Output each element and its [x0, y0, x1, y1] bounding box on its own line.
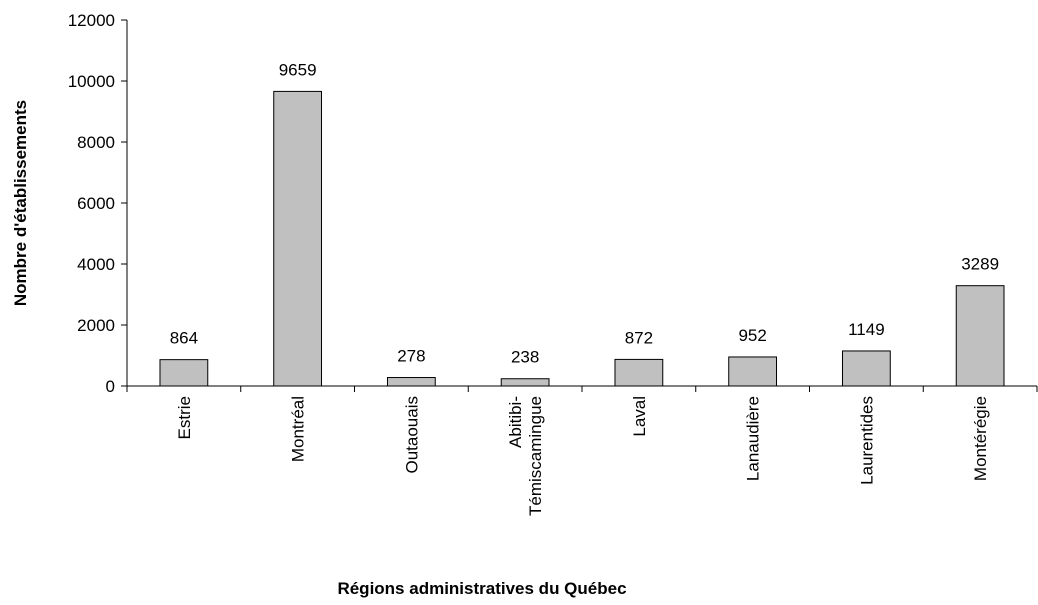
value-label: 9659	[279, 60, 317, 79]
value-label: 1149	[848, 320, 885, 339]
y-tick-label: 12000	[68, 11, 115, 30]
y-tick-label: 2000	[77, 316, 115, 335]
x-tick-label: Estrie	[175, 396, 194, 439]
y-tick-label: 8000	[77, 133, 115, 152]
bar	[273, 90, 323, 387]
y-tick-label: 10000	[68, 72, 115, 91]
bar	[614, 358, 664, 387]
value-label: 278	[397, 347, 425, 366]
x-tick-label: Abitibi-Témiscamingue	[506, 396, 545, 516]
bar	[386, 377, 436, 387]
bar	[500, 378, 550, 387]
y-tick-label: 4000	[77, 255, 115, 274]
bar	[955, 285, 1005, 387]
y-tick-label: 0	[106, 377, 115, 396]
x-tick-label: Montérégie	[971, 396, 990, 481]
y-tick-label: 6000	[77, 194, 115, 213]
x-tick-label: Outaouais	[402, 396, 421, 474]
x-tick-label: Lanaudière	[744, 396, 763, 481]
x-axis-label: Régions administratives du Québec	[337, 579, 626, 598]
x-tick-label: Laval	[630, 396, 649, 437]
x-tick-label: Laurentides	[857, 396, 876, 485]
value-label: 872	[625, 328, 653, 347]
value-label: 864	[170, 329, 198, 348]
bar	[728, 356, 778, 387]
bar	[159, 359, 209, 387]
bar	[841, 350, 891, 387]
value-label: 952	[738, 326, 766, 345]
x-tick-label: Montréal	[289, 396, 308, 462]
x-tick-label-line: Abitibi-	[506, 396, 525, 448]
value-label: 238	[511, 348, 539, 367]
value-label: 3289	[961, 255, 999, 274]
y-axis-label: Nombre d'établissements	[11, 100, 30, 306]
x-tick-label-line: Témiscamingue	[526, 396, 545, 516]
